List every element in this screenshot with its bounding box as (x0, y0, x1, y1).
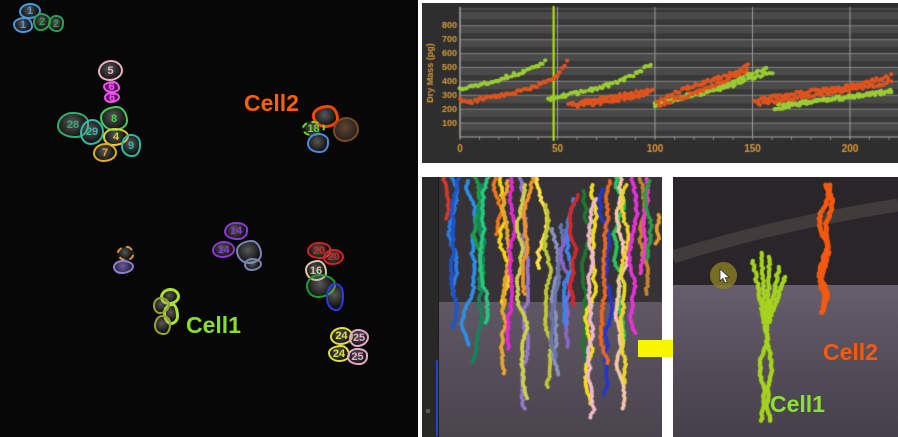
cell-outline[interactable]: 5 (98, 60, 123, 81)
highlight-circle (710, 262, 737, 289)
strip-marker (426, 409, 430, 413)
cell-outline[interactable]: 20 (323, 249, 344, 265)
depth-axis-line (436, 360, 438, 436)
cell-outline[interactable] (326, 283, 344, 311)
viewport-side-strip (422, 177, 439, 437)
cell-outline[interactable] (307, 133, 329, 153)
cell-outline[interactable] (113, 260, 134, 274)
chart-plot-area[interactable] (422, 3, 898, 163)
cell-outline[interactable]: 6 (104, 92, 120, 104)
cell-outline[interactable] (333, 117, 359, 142)
cell2-track-label: Cell2 (823, 339, 878, 365)
cell-outline[interactable]: 1 (13, 17, 33, 33)
lineage-3d-panel[interactable] (422, 177, 662, 437)
cell-outline[interactable]: 20 (307, 242, 331, 259)
cell-outline[interactable]: 25 (349, 329, 369, 347)
lineage-tracks-canvas[interactable] (422, 177, 662, 437)
cell-outline[interactable] (244, 258, 262, 271)
cell-outline[interactable] (153, 297, 170, 314)
cell1-track-label: Cell1 (770, 391, 825, 417)
cell1-annotation-label: Cell1 (186, 312, 241, 338)
arrow-shaft (638, 340, 675, 357)
cell-outline[interactable]: 24 (330, 327, 353, 345)
dry-mass-chart[interactable] (422, 3, 898, 163)
cell-outline[interactable]: 14 (224, 222, 248, 240)
cell-outline[interactable]: 29 (80, 119, 104, 145)
cell-outline[interactable]: 25 (347, 348, 368, 365)
cell-outline[interactable]: 7 (93, 143, 117, 162)
cell-outline[interactable]: 9 (121, 134, 141, 157)
segmentation-panel[interactable]: 1 1 2 2 5 6 6 28 29 8 4 9 7 18 14 14 20 20 16 24 24 25 25 Cell… (0, 0, 418, 437)
cell-outline[interactable]: 2 (48, 15, 64, 32)
isolated-tracks-canvas[interactable] (673, 177, 898, 437)
mouse-cursor-icon (719, 267, 730, 284)
cell-outline[interactable] (117, 246, 134, 261)
isolated-tracks-panel[interactable]: Cell2 Cell1 (673, 177, 898, 437)
cell-outline[interactable]: 14 (212, 241, 235, 258)
cell-outline[interactable] (154, 315, 171, 335)
cell2-annotation-label: Cell2 (244, 90, 299, 116)
